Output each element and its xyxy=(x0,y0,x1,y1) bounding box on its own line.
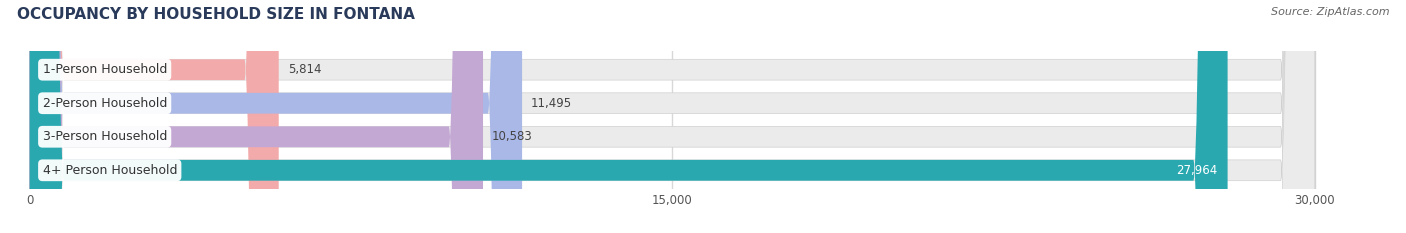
Text: 10,583: 10,583 xyxy=(492,130,533,143)
Text: 27,964: 27,964 xyxy=(1175,164,1218,177)
FancyBboxPatch shape xyxy=(30,0,278,233)
FancyBboxPatch shape xyxy=(30,0,1315,233)
Text: 5,814: 5,814 xyxy=(288,63,321,76)
Text: Source: ZipAtlas.com: Source: ZipAtlas.com xyxy=(1271,7,1389,17)
FancyBboxPatch shape xyxy=(30,0,522,233)
Text: OCCUPANCY BY HOUSEHOLD SIZE IN FONTANA: OCCUPANCY BY HOUSEHOLD SIZE IN FONTANA xyxy=(17,7,415,22)
Text: 4+ Person Household: 4+ Person Household xyxy=(42,164,177,177)
FancyBboxPatch shape xyxy=(30,0,484,233)
FancyBboxPatch shape xyxy=(30,0,1315,233)
FancyBboxPatch shape xyxy=(30,0,1315,233)
Text: 3-Person Household: 3-Person Household xyxy=(42,130,167,143)
Text: 2-Person Household: 2-Person Household xyxy=(42,97,167,110)
FancyBboxPatch shape xyxy=(30,0,1227,233)
Text: 1-Person Household: 1-Person Household xyxy=(42,63,167,76)
Text: 11,495: 11,495 xyxy=(531,97,572,110)
FancyBboxPatch shape xyxy=(30,0,1315,233)
